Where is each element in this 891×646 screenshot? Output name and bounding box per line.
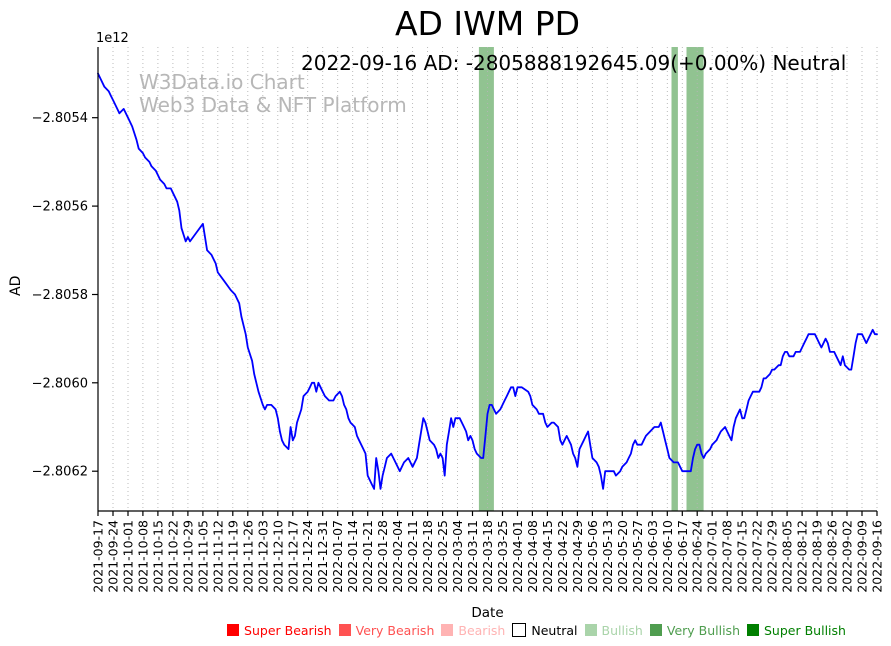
- x-tick-label: 2022-05-20: [615, 520, 630, 593]
- x-tick-label: 2022-04-08: [525, 520, 540, 593]
- x-tick-label: 2022-03-04: [450, 520, 465, 593]
- legend-swatch-neutral: [512, 623, 527, 637]
- legend-swatch-super-bullish: [747, 624, 759, 636]
- legend-item-super-bullish: Super Bullish: [747, 623, 846, 638]
- x-tick-label: 2021-10-15: [150, 520, 165, 593]
- x-tick-label: 2022-06-17: [675, 520, 690, 593]
- x-tick-label: 2021-10-22: [165, 520, 180, 593]
- x-tick-label: 2022-04-29: [570, 520, 585, 593]
- x-tick-label: 2022-07-08: [720, 520, 735, 593]
- x-tick-label: 2022-09-02: [840, 520, 855, 593]
- ad-line: [97, 72, 878, 490]
- x-tick-label: 2022-09-16: [870, 520, 885, 593]
- x-tick-label: 2022-01-28: [375, 520, 390, 593]
- x-tick-label: 2021-11-05: [195, 520, 210, 593]
- y-tick-label: −2.8058: [32, 288, 88, 303]
- x-tick-label: 2022-07-15: [735, 520, 750, 593]
- x-tick-label: 2021-10-29: [180, 520, 195, 593]
- x-tick-label: 2021-11-19: [225, 520, 240, 593]
- x-axis-title: Date: [471, 605, 504, 621]
- legend-swatch-super-bearish: [227, 624, 240, 636]
- x-tick-label: 2022-03-18: [480, 520, 495, 593]
- x-tick-label: 2022-01-21: [360, 520, 375, 593]
- x-tick-label: 2022-06-24: [690, 520, 705, 593]
- legend-label-super-bullish: Super Bullish: [764, 622, 846, 638]
- x-tick-label: 2022-03-11: [465, 520, 480, 593]
- x-tick-label: 2021-11-12: [210, 520, 225, 593]
- x-tick-label: 2022-07-22: [750, 520, 765, 593]
- x-tick-label: 2022-06-10: [660, 520, 675, 593]
- x-tick-label: 2021-12-10: [270, 520, 285, 593]
- legend-item-very-bullish: Very Bullish: [649, 622, 740, 638]
- legend-item-bearish: Bearish: [441, 623, 505, 638]
- x-tick-label: 2022-08-19: [810, 520, 825, 593]
- y-tick-label: −2.8056: [32, 200, 88, 215]
- legend-label-bullish: Bullish: [601, 622, 643, 638]
- signal-band-very-bullish: [671, 47, 678, 511]
- legend-label-very-bullish: Very Bullish: [666, 622, 740, 638]
- x-tick-label: 2022-04-15: [540, 520, 555, 593]
- x-tick-label: 2022-02-04: [390, 520, 405, 593]
- x-tick-label: 2022-08-12: [795, 520, 810, 593]
- x-tick-label: 2022-01-14: [345, 520, 360, 593]
- legend-swatch-very-bullish: [649, 624, 662, 636]
- legend-swatch-very-bearish: [338, 624, 351, 636]
- legend-label-bearish: Bearish: [458, 622, 506, 638]
- x-tick-label: 2022-08-05: [780, 520, 795, 593]
- chart-title: AD IWM PD: [394, 4, 581, 43]
- x-tick-label: 2021-09-24: [106, 520, 121, 593]
- legend-item-very-bearish: Very Bearish: [338, 622, 435, 638]
- x-tick-label: 2021-12-31: [315, 520, 330, 593]
- x-tick-label: 2022-02-18: [420, 520, 435, 593]
- legend-label-very-bearish: Very Bearish: [355, 622, 435, 638]
- y-tick-label: −2.8060: [32, 376, 88, 391]
- x-tick-label: 2022-05-27: [630, 520, 645, 593]
- x-tick-label: 2022-03-25: [495, 520, 510, 593]
- x-tick-label: 2022-07-01: [705, 520, 720, 593]
- x-tick-label: 2021-10-08: [135, 520, 150, 593]
- signal-band-very-bullish: [478, 47, 494, 511]
- x-tick-label: 2022-06-03: [645, 520, 660, 593]
- x-tick-label: 2022-07-29: [765, 520, 780, 593]
- x-tick-label: 2022-08-26: [825, 520, 840, 593]
- y-axis-title: AD: [8, 275, 24, 296]
- y-axis-offset-label: 1e12: [96, 31, 129, 46]
- legend-swatch-bullish: [584, 624, 597, 636]
- x-tick-label: 2021-12-24: [300, 520, 315, 593]
- x-tick-label: 2021-10-01: [121, 520, 136, 593]
- x-tick-label: 2021-09-17: [91, 520, 106, 593]
- x-tick-label: 2022-04-22: [555, 520, 570, 593]
- x-tick-label: 2022-02-25: [435, 520, 450, 593]
- legend-item-bullish: Bullish: [584, 622, 643, 638]
- x-tick-label: 2022-09-09: [855, 520, 870, 593]
- x-tick-label: 2022-04-01: [510, 520, 525, 593]
- legend-item-neutral: Neutral: [512, 622, 578, 638]
- x-tick-label: 2022-05-13: [600, 520, 615, 593]
- chart-subtitle: 2022-09-16 AD: -2805888192645.09(+0.00%)…: [301, 51, 847, 75]
- legend-label-neutral: Neutral: [531, 622, 578, 638]
- y-tick-label: −2.8062: [32, 465, 88, 480]
- x-tick-label: 2021-11-26: [240, 520, 255, 593]
- x-tick-label: 2022-05-06: [585, 520, 600, 593]
- x-tick-label: 2022-02-11: [405, 520, 420, 593]
- legend: Super Bearish Very Bearish Bearish Neutral B…: [190, 620, 883, 640]
- legend-item-super-bearish: Super Bearish: [227, 623, 332, 638]
- legend-swatch-bearish: [441, 624, 454, 636]
- x-tick-label: 2022-01-07: [330, 520, 345, 593]
- legend-label-super-bearish: Super Bearish: [244, 622, 332, 638]
- x-tick-label: 2021-12-17: [285, 520, 300, 593]
- y-tick-label: −2.8054: [32, 111, 88, 126]
- signal-band-very-bullish: [686, 47, 704, 511]
- x-tick-label: 2021-12-03: [255, 520, 270, 593]
